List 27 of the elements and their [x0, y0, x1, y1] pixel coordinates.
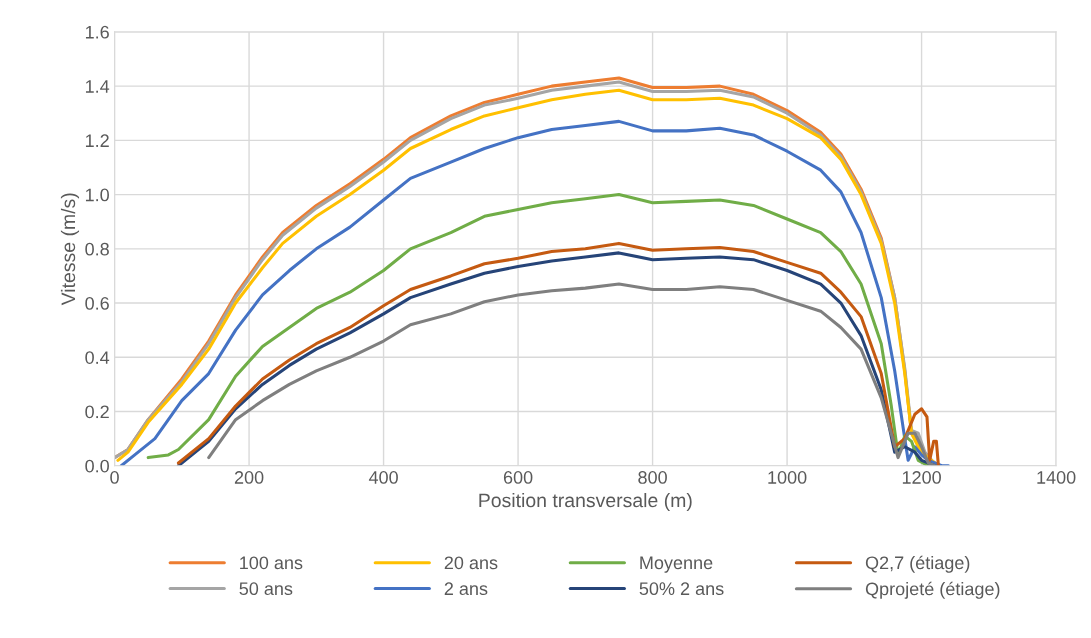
x-tick-label: 800: [638, 471, 667, 484]
legend-label: 50% 2 ans: [639, 582, 724, 596]
y-tick-label: 0.6: [85, 296, 109, 310]
y-tick-label: 1.6: [85, 25, 109, 39]
y-tick-label: 0.2: [85, 405, 109, 419]
x-tick-label: 1200: [902, 471, 941, 484]
y-axis-title: Vitesse (m/s): [60, 193, 80, 306]
x-axis-title: Position transversale (m): [479, 492, 692, 512]
y-tick-label: 0.0: [85, 459, 109, 473]
x-tick-label: 200: [234, 471, 264, 484]
legend-label: Qprojeté (étiage): [865, 581, 1000, 599]
y-tick-label: 1.4: [85, 80, 110, 93]
y-tick-label: 1.2: [85, 134, 109, 147]
legend-label: 2 ans: [444, 582, 488, 596]
x-tick-label: 1000: [768, 471, 807, 484]
x-tick-label: 600: [503, 471, 533, 484]
x-tick-label: 400: [368, 471, 398, 484]
legend-label: 100 ans: [240, 556, 303, 570]
x-tick-label: 1400: [1037, 471, 1076, 484]
y-tick-label: 0.8: [85, 242, 109, 256]
legend-label: Q2,7 (étiage): [865, 555, 970, 573]
x-tick-label: 0: [110, 471, 119, 484]
legend-label: Moyenne: [640, 556, 713, 573]
y-tick-label: 0.4: [85, 351, 110, 364]
legend-label: 50 ans: [239, 582, 293, 596]
y-tick-label: 1.0: [85, 188, 109, 202]
legend-label: 20 ans: [444, 556, 498, 570]
